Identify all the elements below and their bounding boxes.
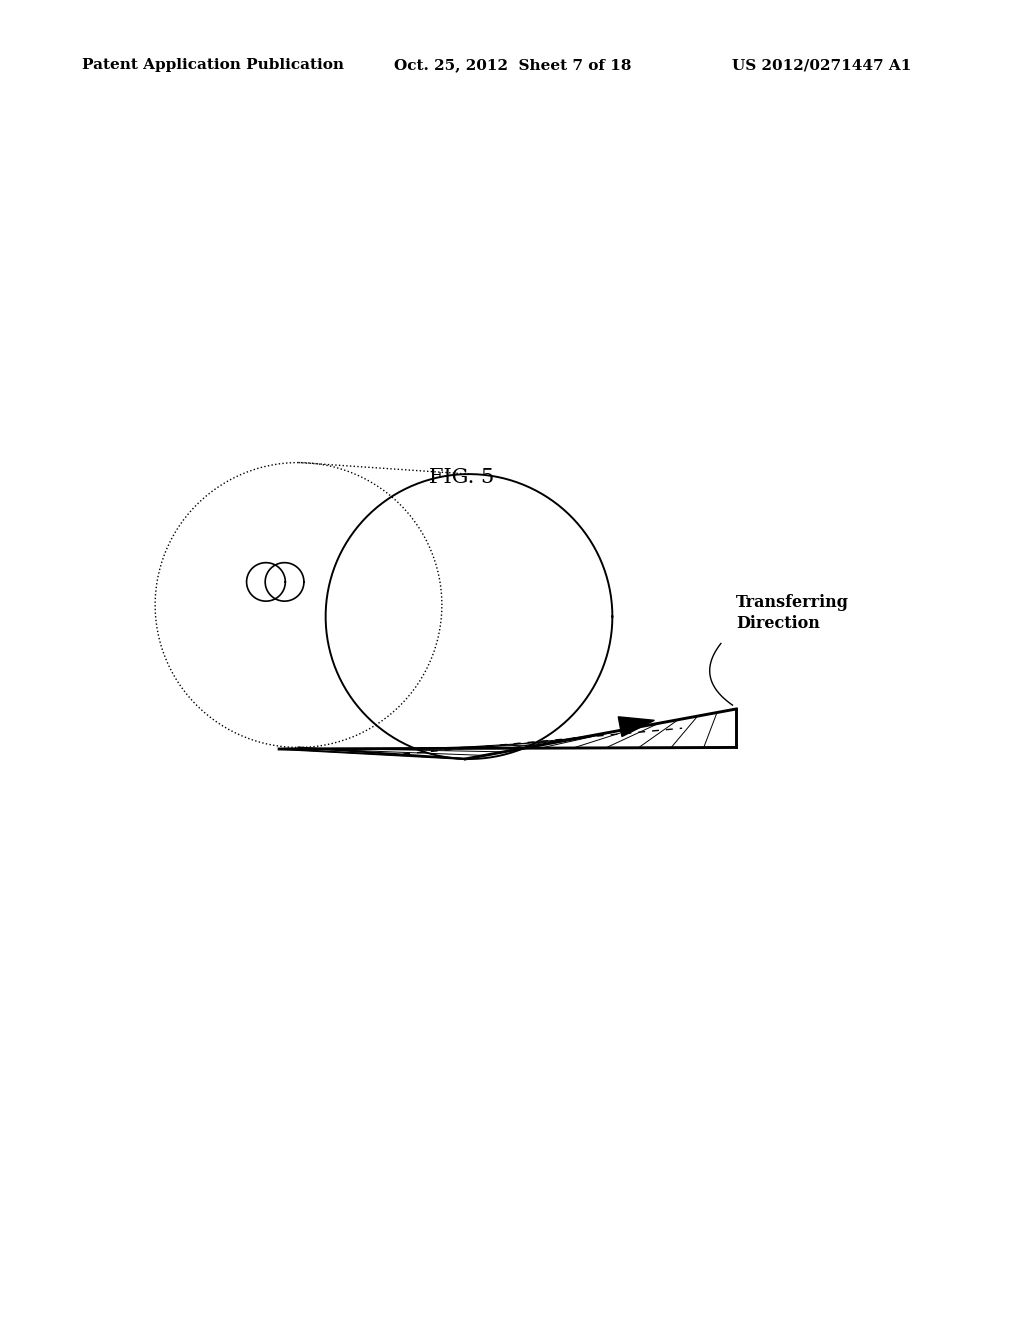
Text: FIG. 5: FIG. 5 (429, 469, 494, 487)
Polygon shape (618, 717, 654, 737)
Text: Patent Application Publication: Patent Application Publication (82, 58, 344, 73)
Text: Oct. 25, 2012  Sheet 7 of 18: Oct. 25, 2012 Sheet 7 of 18 (394, 58, 632, 73)
Text: Transferring
Direction: Transferring Direction (736, 594, 849, 632)
Text: US 2012/0271447 A1: US 2012/0271447 A1 (732, 58, 911, 73)
